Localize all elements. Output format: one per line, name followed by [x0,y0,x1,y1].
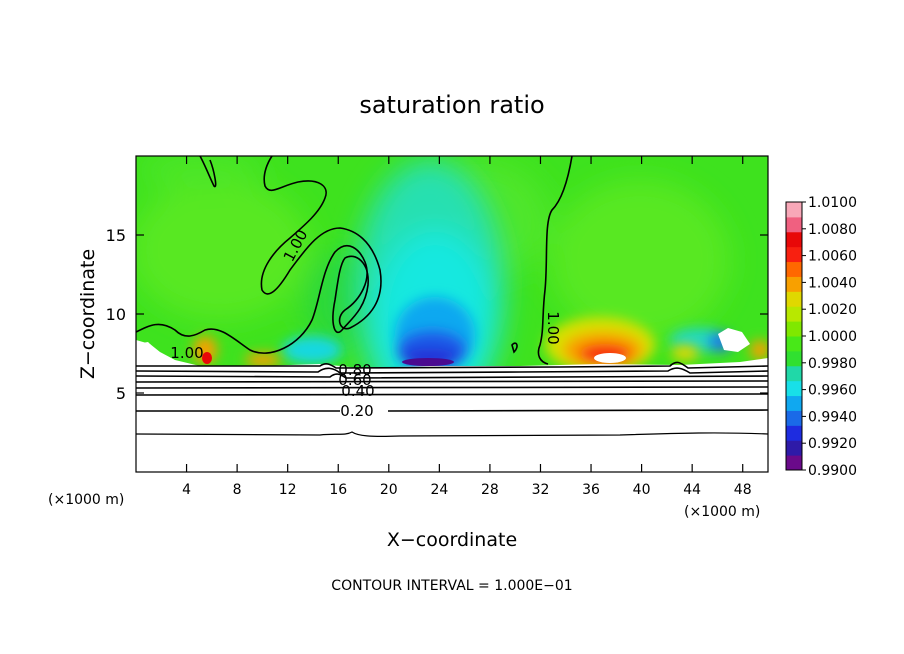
colorbar-swatch [786,350,802,367]
x-unit-right: (×1000 m) [684,504,760,520]
contour-label: 0.60 [338,371,371,389]
heatmap-field [136,156,768,472]
colorbar-swatch [786,276,802,292]
colorbar-swatch [786,216,802,233]
colorbar-tick-label: 0.9920 [808,436,857,452]
colorbar-tick-label: 1.0100 [808,195,857,211]
colorbar-swatch [786,380,802,397]
y-tick-label: 15 [106,226,126,245]
colorbar-swatch [786,336,802,352]
colorbar-swatch [786,410,802,426]
x-tick-label: 16 [329,482,347,498]
y-axis: 5 10 15 [106,226,768,403]
colorbar-swatch [786,246,802,263]
x-tick-label: 12 [279,482,297,498]
colorbar-swatch [786,291,802,307]
colorbar: 1.0100 1.0080 1.0060 1.0040 1.0020 1.0000 0.99… [785,195,857,479]
colorbar-swatch [786,440,802,456]
colorbar-tick-label: 0.9960 [808,383,857,399]
contour-label-group: 1.00 1.00 1.00 0.80 0.60 0.40 0.20 [170,227,562,420]
colorbar-tick-label: 1.0060 [808,249,857,265]
contour-label: 1.00 [170,344,203,362]
colorbar-swatch [786,306,802,322]
colorbar-tick-label: 1.0080 [808,222,857,238]
x-tick-label: 8 [233,482,242,498]
y-axis-label: Z−coordinate [77,249,99,379]
x-axis-label: X−coordinate [387,529,517,551]
contour-interval: CONTOUR INTERVAL = 1.000E−01 [331,578,572,594]
colorbar-tick-label: 0.9900 [808,463,857,479]
contour-label: 0.80 [338,361,371,379]
colorbar-tick-label: 1.0000 [808,329,857,345]
x-tick-label: 40 [633,482,651,498]
colorbar-tick-label: 1.0040 [808,275,857,291]
contour-label: 0.40 [341,382,374,400]
colorbar-tick-label: 0.9980 [808,356,857,372]
colorbar-swatch [786,321,802,337]
y-tick-label: 10 [106,305,126,324]
contour-label: 1.00 [544,311,562,344]
colorbar-swatch [786,202,802,218]
y-tick-label: 5 [116,384,126,403]
contour-label: 0.20 [340,402,373,420]
x-tick-label: 28 [481,482,499,498]
x-tick-label: 36 [582,482,600,498]
colorbar-swatch [786,395,802,411]
x-tick-label: 24 [430,482,448,498]
colorbar-swatch [786,261,802,277]
colorbar-tick-label: 1.0020 [808,302,857,318]
x-tick-label: 48 [734,482,752,498]
colorbar-swatch [786,455,802,471]
x-tick-label: 4 [182,482,191,498]
colorbar-swatch [786,425,802,441]
x-axis: 4 8 12 16 20 24 28 32 36 40 44 48 [182,156,752,498]
x-unit-left: (×1000 m) [48,492,124,508]
contour-lines [136,156,768,437]
x-tick-label: 32 [532,482,550,498]
chart-title: saturation ratio [359,91,544,119]
colorbar-swatch [786,231,802,248]
x-tick-label: 44 [683,482,701,498]
colorbar-tick-label: 0.9940 [808,409,857,425]
x-tick-label: 20 [380,482,398,498]
colorbar-swatch [786,365,802,382]
